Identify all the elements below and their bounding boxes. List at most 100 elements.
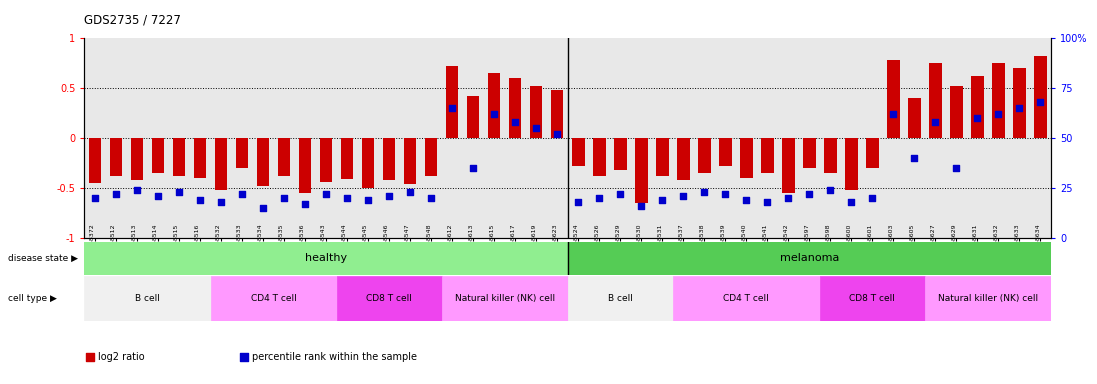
Bar <box>530 86 543 138</box>
Point <box>737 197 755 203</box>
Bar <box>488 73 500 138</box>
Bar <box>1014 68 1026 138</box>
Bar <box>635 138 647 203</box>
Point <box>108 191 125 197</box>
Point <box>191 197 208 203</box>
Point <box>296 201 314 207</box>
Point <box>569 199 587 205</box>
Point <box>948 165 965 171</box>
Bar <box>236 138 248 168</box>
Bar <box>698 138 711 173</box>
Text: CD4 T cell: CD4 T cell <box>251 294 296 303</box>
Bar <box>824 138 837 173</box>
Text: melanoma: melanoma <box>780 253 839 263</box>
Point <box>822 187 839 193</box>
Point <box>801 191 818 197</box>
Text: disease state ▶: disease state ▶ <box>8 254 78 263</box>
Bar <box>971 76 984 138</box>
Bar <box>320 138 332 182</box>
Bar <box>908 98 920 138</box>
Bar <box>445 66 459 138</box>
Bar <box>719 138 732 166</box>
Bar <box>404 138 417 184</box>
Point <box>381 193 398 199</box>
Point <box>87 195 104 201</box>
Point <box>1031 99 1049 105</box>
Point <box>81 354 99 360</box>
Point <box>338 195 355 201</box>
Bar <box>866 138 879 168</box>
Bar <box>761 138 773 173</box>
Bar <box>1034 56 1047 138</box>
Point <box>590 195 608 201</box>
Bar <box>845 138 858 190</box>
Bar <box>567 242 1051 275</box>
Point <box>1010 105 1028 111</box>
Text: B cell: B cell <box>135 294 160 303</box>
Point <box>884 111 902 118</box>
Point <box>360 197 377 203</box>
Bar <box>925 276 1051 321</box>
Bar <box>803 138 815 168</box>
Point <box>317 191 335 197</box>
Bar <box>950 86 963 138</box>
Point <box>611 191 629 197</box>
Bar <box>656 138 668 176</box>
Point <box>695 189 713 195</box>
Bar <box>442 276 567 321</box>
Point <box>149 193 167 199</box>
Text: CD8 T cell: CD8 T cell <box>366 294 412 303</box>
Point <box>842 199 860 205</box>
Bar <box>84 276 211 321</box>
Bar <box>131 138 144 180</box>
Point <box>906 155 924 161</box>
Bar <box>172 138 185 176</box>
Bar <box>572 138 585 166</box>
Point <box>927 119 945 125</box>
Bar <box>740 138 753 178</box>
Bar <box>887 60 900 138</box>
Bar <box>257 138 270 186</box>
Bar <box>567 276 672 321</box>
Bar <box>614 138 626 170</box>
Bar <box>215 138 227 190</box>
Text: cell type ▶: cell type ▶ <box>8 294 57 303</box>
Bar <box>211 276 337 321</box>
Bar <box>672 276 819 321</box>
Bar <box>341 138 353 179</box>
Point <box>654 197 671 203</box>
Point <box>255 205 272 211</box>
Text: Natural killer (NK) cell: Natural killer (NK) cell <box>938 294 1038 303</box>
Point <box>989 111 1007 118</box>
Point <box>780 195 798 201</box>
Bar <box>110 138 122 176</box>
Text: GDS2735 / 7227: GDS2735 / 7227 <box>84 13 181 26</box>
Text: B cell: B cell <box>608 294 633 303</box>
Bar <box>992 63 1005 138</box>
Point <box>128 187 146 193</box>
Text: CD8 T cell: CD8 T cell <box>849 294 895 303</box>
Point <box>758 199 776 205</box>
Point <box>863 195 881 201</box>
Bar <box>383 138 395 180</box>
Text: percentile rank within the sample: percentile rank within the sample <box>252 352 417 362</box>
Point <box>716 191 734 197</box>
Bar <box>929 63 941 138</box>
Bar <box>677 138 690 180</box>
Point <box>464 165 482 171</box>
Point <box>969 115 986 121</box>
Point <box>507 119 524 125</box>
Point <box>528 125 545 131</box>
Bar <box>592 138 606 176</box>
Point <box>402 189 419 195</box>
Point <box>275 195 293 201</box>
Bar <box>425 138 438 176</box>
Bar <box>509 78 521 138</box>
Bar <box>819 276 925 321</box>
Point <box>235 354 252 360</box>
Bar <box>151 138 165 173</box>
Bar <box>551 90 564 138</box>
Point <box>633 203 651 209</box>
Point <box>422 195 440 201</box>
Bar <box>337 276 442 321</box>
